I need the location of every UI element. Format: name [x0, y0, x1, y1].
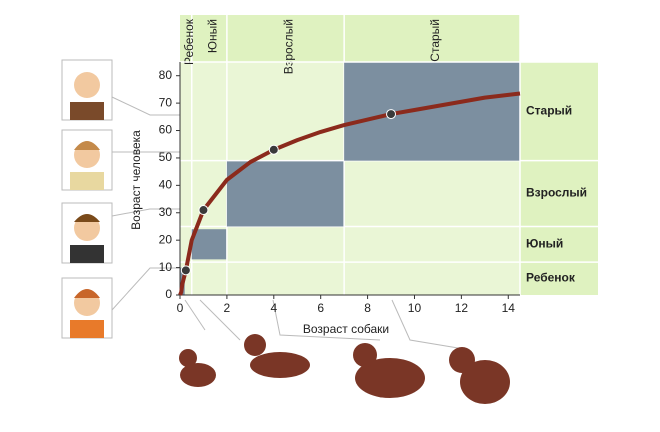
y-tick-label: 50 — [159, 150, 173, 164]
top-band — [180, 15, 520, 62]
x-tick-label: 4 — [270, 301, 277, 315]
point — [198, 205, 209, 216]
x-tick-label: 8 — [364, 301, 371, 315]
y-tick-label: 10 — [159, 260, 173, 274]
stage-block — [344, 62, 520, 161]
x-tick-label: 2 — [224, 301, 231, 315]
stage-top-label: Ребенок — [182, 18, 196, 65]
stage-top-label: Юный — [205, 19, 219, 53]
dogs — [179, 334, 510, 404]
x-tick-label: 0 — [177, 301, 184, 315]
stage-right-label: Ребенок — [526, 271, 576, 285]
point — [386, 109, 397, 120]
y-tick-label: 30 — [159, 205, 173, 219]
curve — [178, 91, 521, 296]
stage-block — [191, 229, 227, 260]
y-tick-label: 40 — [159, 178, 173, 192]
stage-top-label: Взрослый — [282, 19, 296, 74]
x-tick-label: 14 — [502, 301, 516, 315]
y-tick-label: 70 — [159, 95, 173, 109]
stage-right-label: Взрослый — [526, 186, 587, 200]
y-tick-label: 60 — [159, 123, 173, 137]
point — [268, 144, 279, 155]
y-tick-label: 80 — [159, 68, 173, 82]
x-tick-label: 12 — [455, 301, 469, 315]
x-tick-label: 10 — [408, 301, 422, 315]
y-axis-label: Возраст человека — [129, 130, 143, 230]
stage-right-label: Юный — [526, 236, 563, 250]
portraits — [61, 59, 113, 339]
right-band — [520, 62, 598, 295]
y-tick-label: 20 — [159, 232, 173, 246]
point — [180, 265, 191, 276]
stage-right-label: Старый — [526, 104, 572, 118]
x-axis-label: Возраст собаки — [303, 322, 389, 336]
x-tick-label: 6 — [317, 301, 324, 315]
stage-block — [226, 160, 345, 227]
y-tick-label: 0 — [165, 287, 172, 301]
stage-top-label: Старый — [428, 19, 442, 62]
